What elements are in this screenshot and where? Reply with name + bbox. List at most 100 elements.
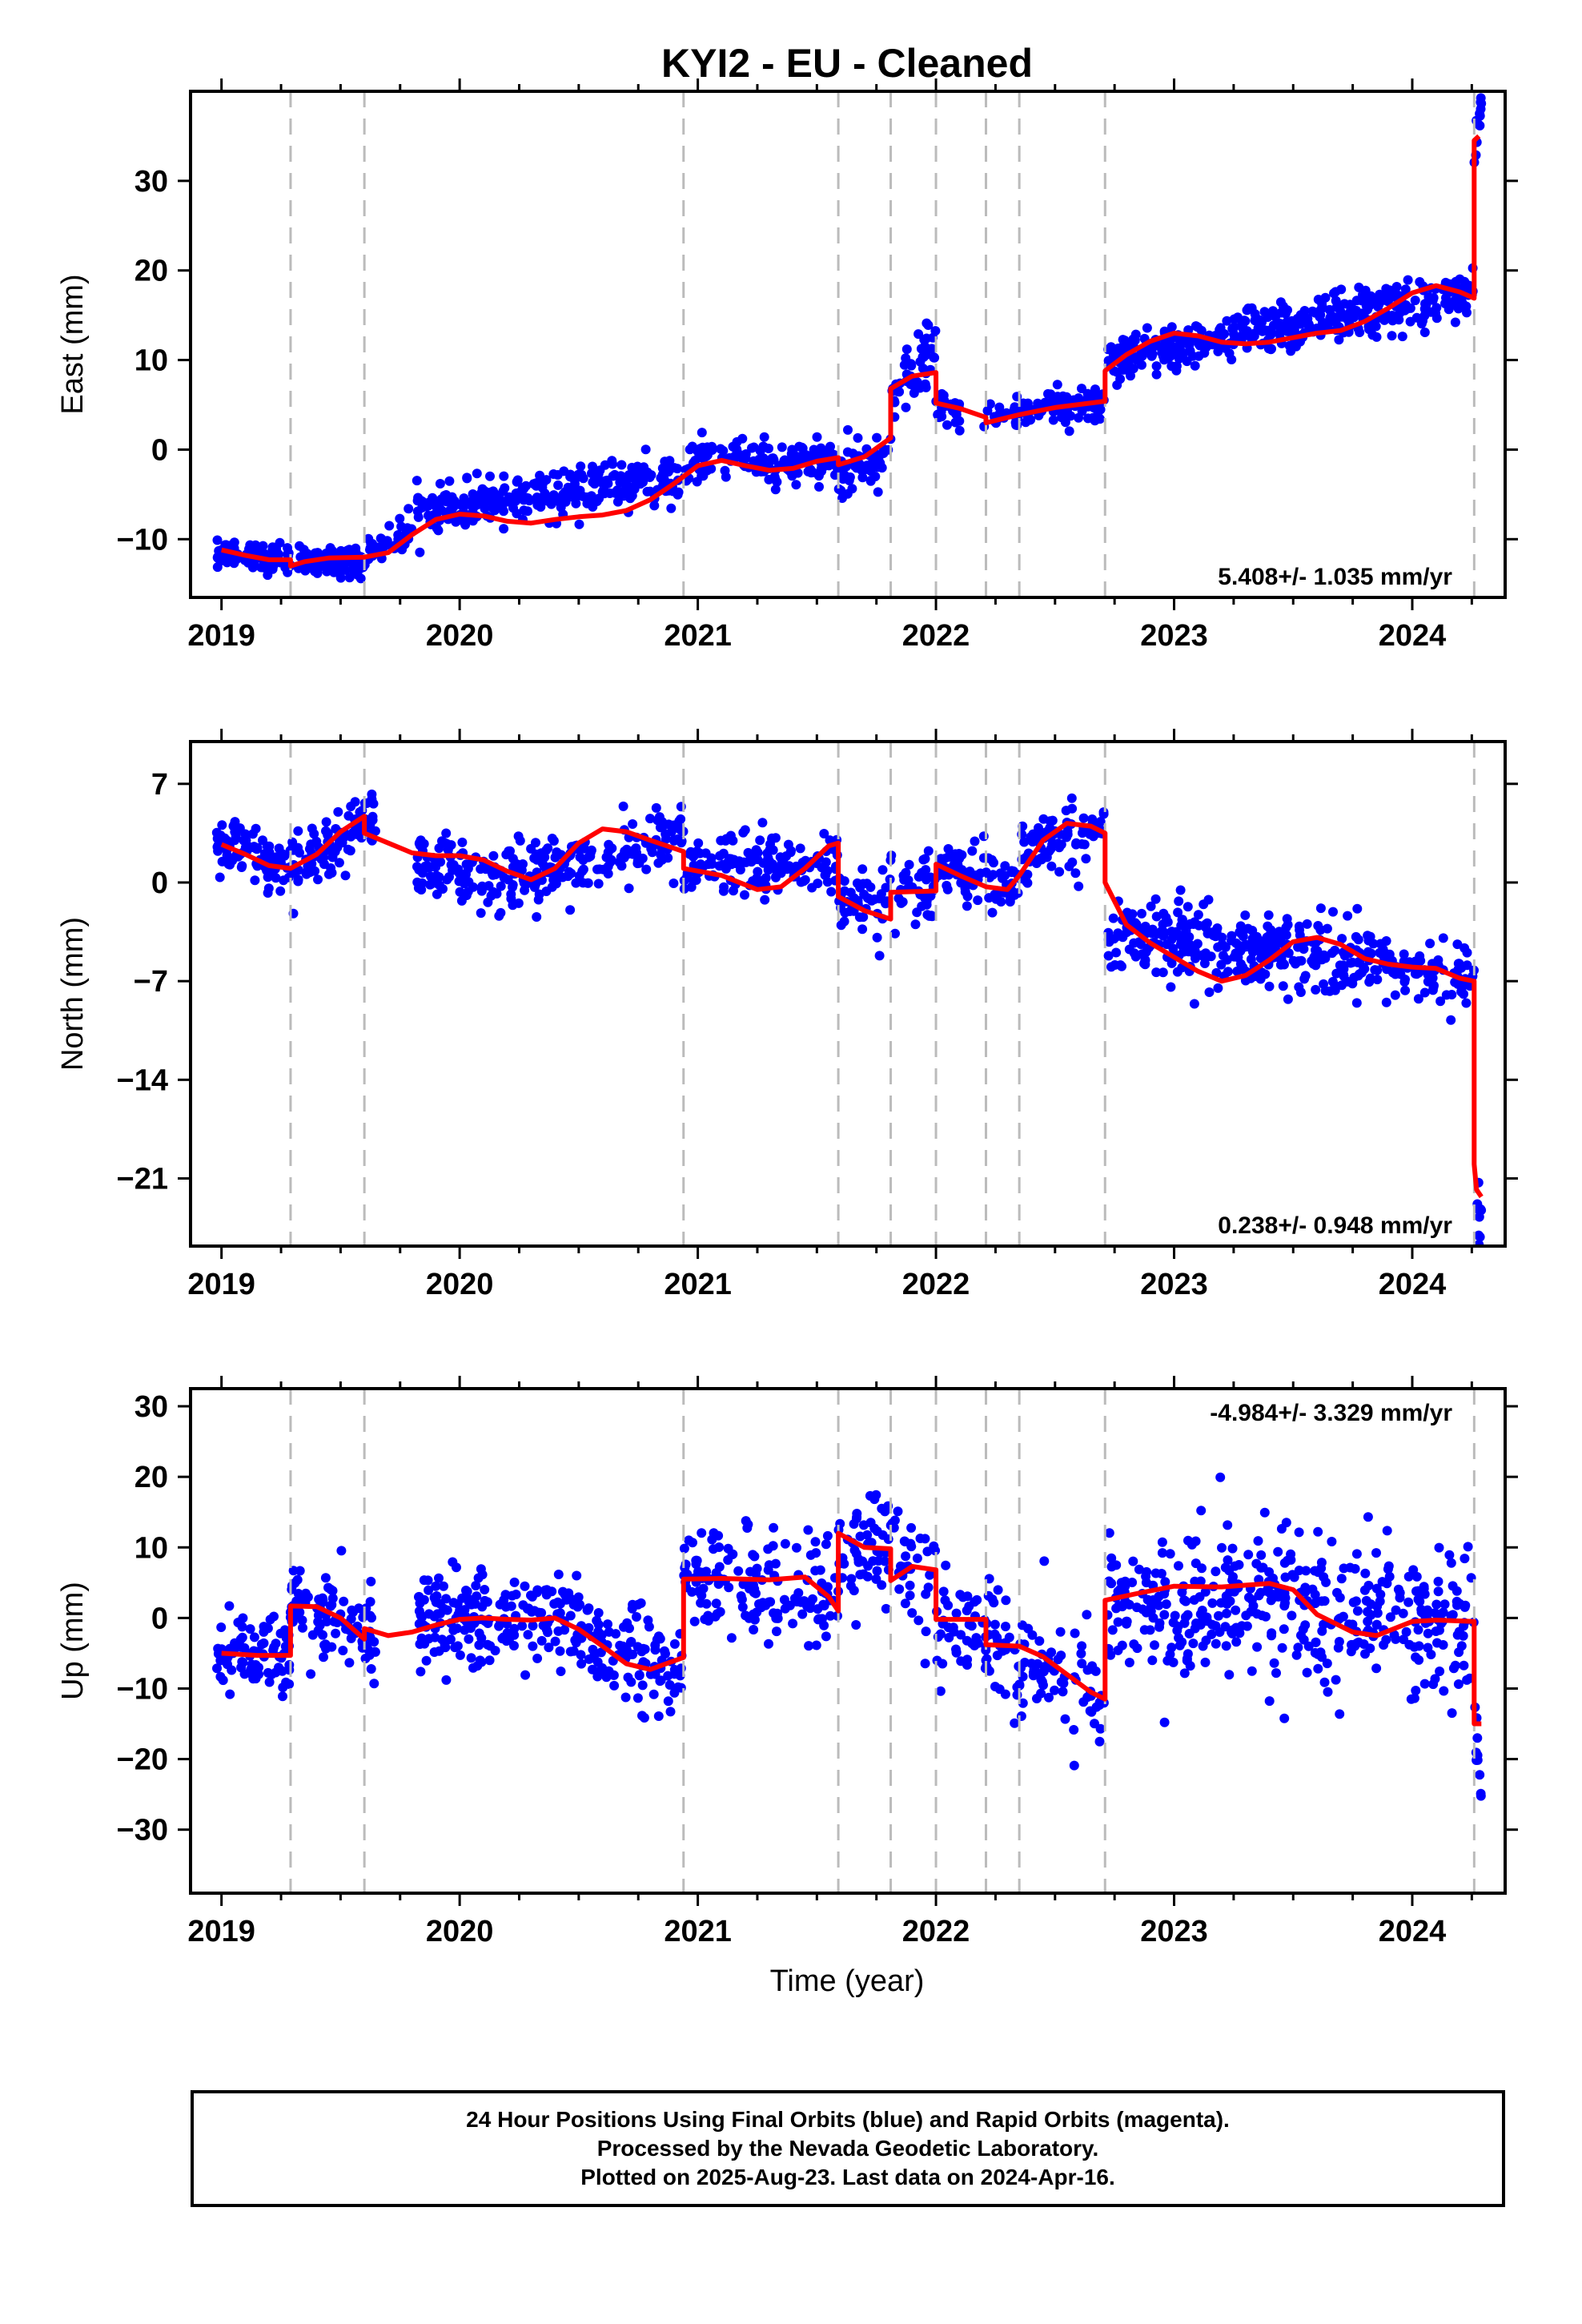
data-point [817, 862, 827, 873]
data-point [737, 433, 748, 444]
data-point [1229, 329, 1239, 340]
y-tick-label: 0 [151, 1602, 168, 1635]
data-point [576, 461, 586, 472]
data-point [1077, 1641, 1087, 1651]
data-point [233, 1618, 243, 1627]
data-point [1251, 312, 1261, 323]
data-point [474, 1640, 484, 1651]
data-point [866, 895, 877, 906]
data-point [1128, 1556, 1138, 1566]
data-point [687, 1586, 697, 1597]
data-point [821, 1539, 831, 1550]
data-point [1462, 960, 1472, 971]
figure-title: KYI2 - EU - Cleaned [661, 41, 1033, 86]
data-point [1374, 299, 1384, 309]
data-point [474, 1628, 484, 1638]
data-point [499, 1632, 508, 1642]
data-point [749, 1614, 760, 1625]
data-point [721, 472, 731, 482]
data-point [1279, 959, 1289, 970]
data-point [1113, 1617, 1123, 1627]
data-point [669, 1687, 680, 1698]
data-point [593, 1608, 604, 1618]
data-point [791, 861, 801, 871]
data-point [559, 466, 569, 476]
data-point [603, 1619, 612, 1630]
data-point [901, 402, 911, 412]
data-point [769, 455, 779, 465]
data-point [1166, 322, 1177, 332]
data-point [350, 797, 360, 807]
data-point [1460, 1602, 1470, 1612]
data-point [1142, 1566, 1152, 1577]
data-point [1403, 1597, 1414, 1607]
data-point [213, 846, 223, 856]
data-point [455, 1650, 465, 1660]
data-point [970, 870, 981, 880]
data-point [500, 497, 511, 507]
data-point [500, 483, 510, 493]
data-point [1476, 99, 1487, 109]
data-point [1462, 947, 1472, 958]
data-point [367, 811, 378, 822]
data-point [912, 1553, 922, 1563]
data-point [471, 1581, 481, 1590]
data-point [758, 453, 769, 464]
data-point [578, 855, 588, 865]
data-point [792, 1542, 801, 1553]
data-point [1287, 1610, 1297, 1621]
data-point [265, 866, 275, 876]
data-point [1454, 959, 1464, 969]
data-point [413, 493, 424, 503]
data-point [1267, 344, 1276, 354]
data-point [721, 835, 731, 846]
data-point [657, 854, 667, 865]
data-point [898, 870, 909, 881]
data-point [756, 1601, 766, 1611]
data-point [1321, 1577, 1331, 1587]
data-point [634, 1671, 644, 1681]
data-point [549, 1598, 560, 1609]
model-line [220, 814, 1484, 1199]
data-point [1001, 1622, 1010, 1631]
data-point [1440, 277, 1451, 287]
data-point [666, 826, 677, 837]
data-point [938, 1659, 948, 1669]
data-point [825, 1610, 836, 1621]
data-point [1000, 870, 1010, 881]
data-point [620, 1692, 631, 1703]
data-point [1303, 319, 1314, 329]
data-point [509, 1641, 519, 1651]
data-point [684, 1535, 694, 1546]
data-point [557, 872, 568, 883]
data-point [468, 489, 478, 499]
x-tick-label: 2023 [1140, 1915, 1208, 1948]
y-tick-label: 0 [151, 433, 168, 467]
data-point [1118, 932, 1128, 943]
data-point [874, 951, 885, 961]
data-point [763, 859, 773, 870]
data-point [576, 1650, 586, 1660]
data-point [663, 1696, 673, 1707]
data-point [876, 889, 886, 899]
data-point [1190, 360, 1200, 371]
data-point [592, 1615, 602, 1626]
data-point [780, 1538, 790, 1549]
x-tick-label: 2020 [426, 619, 494, 653]
data-point [1000, 861, 1010, 871]
data-point [1387, 316, 1398, 326]
y-tick-label: −20 [117, 1743, 168, 1777]
data-point [1446, 1558, 1456, 1568]
data-point [1303, 1641, 1314, 1651]
data-point [917, 364, 928, 373]
data-point [1371, 1619, 1382, 1630]
data-point [687, 441, 697, 452]
data-point [1399, 977, 1410, 987]
data-point [858, 879, 869, 889]
data-point [365, 545, 375, 555]
data-point [899, 360, 909, 370]
data-point [476, 884, 487, 895]
data-point [1159, 1610, 1170, 1620]
data-point [1345, 1562, 1355, 1573]
data-point [665, 1707, 676, 1717]
